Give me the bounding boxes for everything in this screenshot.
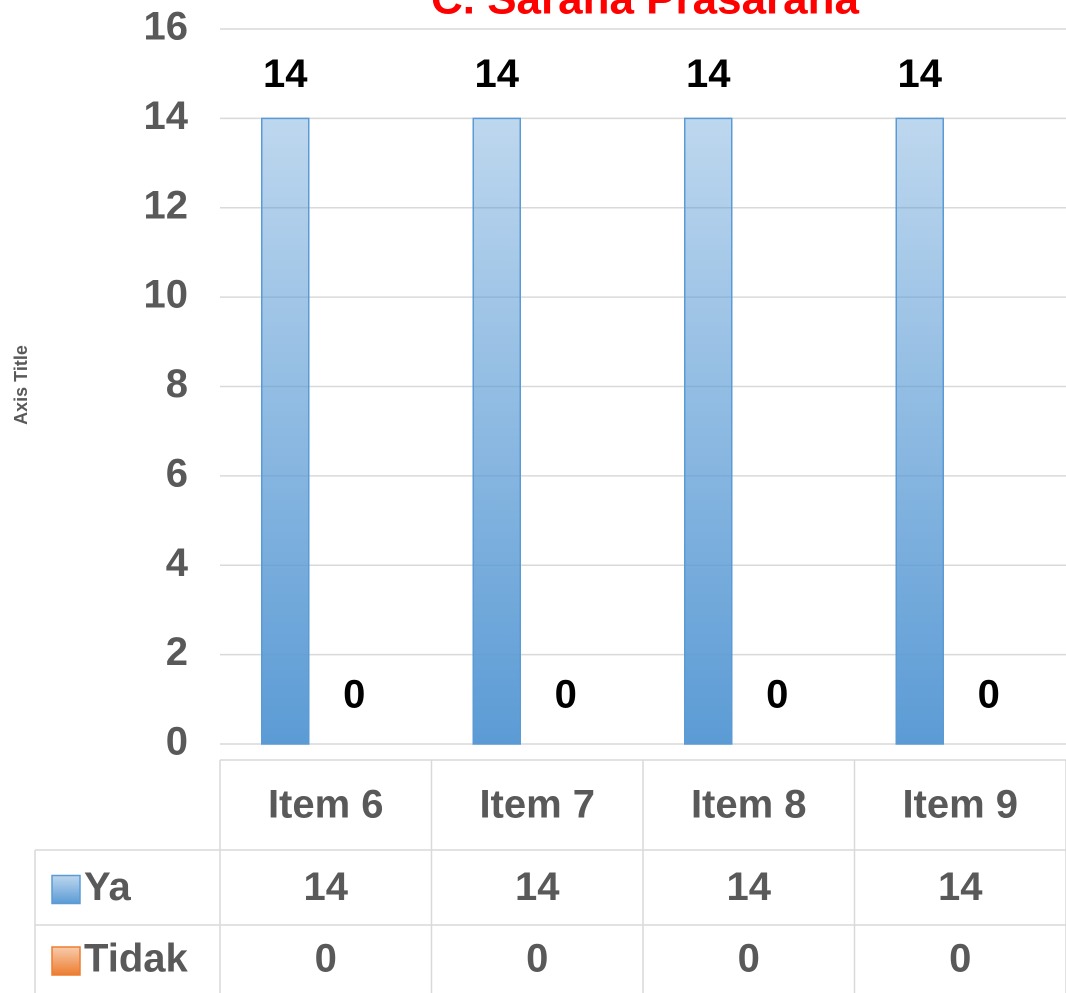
y-tick-label: 16 bbox=[144, 5, 189, 49]
bar bbox=[261, 117, 310, 745]
data-label: 14 bbox=[686, 52, 731, 96]
legend-key bbox=[51, 946, 81, 976]
data-label: 14 bbox=[898, 52, 943, 96]
y-tick-label: 8 bbox=[166, 362, 188, 406]
data-label: 14 bbox=[263, 52, 308, 96]
chart-title: C. Sarana Prasarana bbox=[431, 0, 860, 24]
table-cell: 14 bbox=[304, 865, 349, 909]
y-tick-label: 14 bbox=[144, 94, 189, 138]
legend-label: Tidak bbox=[84, 937, 189, 981]
y-tick-label: 12 bbox=[144, 183, 189, 227]
table-cell: 0 bbox=[738, 937, 760, 981]
table-cell: 14 bbox=[727, 865, 772, 909]
y-tick-label: 6 bbox=[166, 451, 188, 495]
table-cell: 14 bbox=[938, 865, 983, 909]
x-tick-label: Item 9 bbox=[902, 783, 1018, 827]
x-tick-label: Item 8 bbox=[691, 783, 807, 827]
y-tick-label: 4 bbox=[166, 541, 189, 585]
bar bbox=[895, 117, 944, 745]
y-tick-label: 2 bbox=[166, 630, 188, 674]
y-tick-label: 10 bbox=[144, 273, 189, 317]
table-cell: 0 bbox=[949, 937, 971, 981]
data-label: 14 bbox=[475, 52, 520, 96]
bar bbox=[684, 117, 733, 745]
x-tick-label: Item 7 bbox=[479, 783, 595, 827]
x-tick-label: Item 6 bbox=[268, 783, 384, 827]
bar bbox=[472, 117, 521, 745]
y-axis-title: Axis Title bbox=[11, 345, 31, 425]
legend-key bbox=[51, 874, 81, 905]
table-cell: 0 bbox=[526, 937, 548, 981]
table-cell: 14 bbox=[515, 865, 560, 909]
data-label: 0 bbox=[555, 673, 577, 717]
data-label: 0 bbox=[766, 673, 788, 717]
data-label: 0 bbox=[978, 673, 1000, 717]
table-cell: 0 bbox=[315, 937, 337, 981]
legend-label: Ya bbox=[84, 865, 131, 909]
y-tick-label: 0 bbox=[166, 720, 188, 764]
data-label: 0 bbox=[343, 673, 365, 717]
